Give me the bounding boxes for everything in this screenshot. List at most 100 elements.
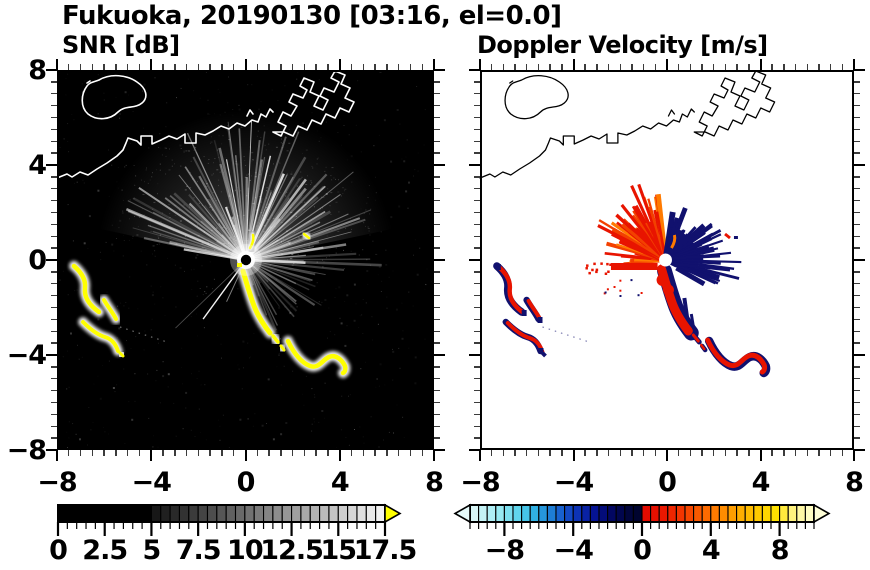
- speckle: [189, 172, 191, 174]
- speckle: [311, 112, 313, 114]
- speckle: [128, 401, 130, 403]
- speckle: [300, 202, 303, 204]
- speckle: [361, 314, 363, 316]
- speckle: [175, 306, 177, 308]
- speckle: [311, 430, 313, 432]
- speckle: [256, 225, 258, 227]
- speckle: [323, 417, 325, 419]
- doppler-velocity-plot: [479, 70, 854, 450]
- y-axis-tick: [854, 247, 860, 249]
- y-axis-tick: [51, 413, 57, 416]
- y-axis-tick: [51, 188, 57, 190]
- island: [504, 75, 569, 120]
- speckle: [220, 171, 222, 173]
- speckle: [153, 435, 154, 436]
- colorbar-tick-label: 7.5: [175, 535, 222, 566]
- y-axis-tick: [434, 366, 440, 368]
- speckle: [316, 163, 318, 165]
- colorbar-cell: [319, 504, 330, 523]
- x-tick-label: −4: [553, 467, 594, 498]
- y-axis-tick: [854, 188, 860, 190]
- west-red-bar: [610, 263, 658, 270]
- speckle: [220, 191, 222, 193]
- speckle: [200, 384, 202, 386]
- speckle: [280, 384, 282, 386]
- speckle: [398, 347, 400, 349]
- x-axis-tick: [631, 450, 633, 456]
- speckle: [66, 388, 68, 390]
- scatter-dot: [606, 288, 609, 291]
- ray: [198, 175, 245, 257]
- harbor-piers: [272, 70, 355, 137]
- y-axis-tick: [51, 294, 57, 297]
- band-red-blob: [656, 274, 669, 286]
- speckle: [254, 413, 256, 415]
- x-axis-tick: [666, 450, 668, 461]
- speckle: [378, 385, 380, 387]
- speckle: [190, 429, 192, 431]
- speckle: [355, 124, 357, 126]
- echo-core: [691, 333, 700, 343]
- speckle: [219, 425, 221, 427]
- ray: [125, 208, 242, 260]
- speckle: [228, 245, 230, 247]
- ray: [248, 195, 303, 257]
- y-axis-tick: [51, 366, 57, 368]
- speckle: [136, 234, 139, 236]
- speckle: [211, 230, 213, 231]
- speckle: [205, 183, 208, 185]
- speckle: [311, 388, 313, 390]
- colorbar-cell: [693, 504, 703, 523]
- speckle: [380, 231, 382, 233]
- y-axis-tick: [434, 378, 440, 380]
- speckle: [392, 348, 393, 350]
- colorbar-cell: [761, 504, 772, 523]
- speckle: [113, 250, 115, 252]
- ray: [132, 197, 243, 259]
- speckle: [199, 288, 201, 289]
- velocity-ray: [668, 239, 724, 260]
- speckle: [83, 182, 85, 184]
- velocity-ray: [668, 225, 713, 259]
- x-axis-tick: [689, 450, 692, 456]
- x-axis-tick: [759, 59, 762, 70]
- speckle: [313, 185, 316, 187]
- y-axis-tick: [854, 354, 865, 356]
- speckle: [154, 255, 156, 257]
- y-axis-tick: [474, 437, 480, 439]
- colorbar-cell: [684, 504, 695, 523]
- speckle: [327, 337, 328, 339]
- speckle: [122, 212, 124, 214]
- x-axis-tick: [537, 450, 540, 456]
- speckle: [373, 145, 375, 147]
- ray: [245, 121, 252, 256]
- speckle: [108, 195, 110, 197]
- speckle: [150, 218, 152, 220]
- radar-site-dot: [240, 254, 252, 266]
- scatter-dot: [619, 295, 622, 297]
- speckle: [158, 447, 159, 448]
- y-axis-tick: [474, 247, 480, 249]
- speckle: [116, 97, 117, 98]
- speckle: [294, 136, 295, 138]
- clutter-fan: [99, 110, 393, 260]
- speckle: [184, 189, 187, 191]
- speckle: [216, 149, 218, 151]
- speckle: [302, 394, 303, 395]
- speckle: [71, 114, 72, 115]
- speckle: [401, 337, 404, 340]
- y-axis-tick: [434, 93, 440, 95]
- speckle: [288, 129, 290, 131]
- speckle: [149, 225, 151, 227]
- speckle: [212, 288, 213, 290]
- speckle: [263, 231, 265, 233]
- speckle: [337, 132, 339, 133]
- speckle: [252, 159, 254, 161]
- x-axis-tick: [209, 450, 211, 456]
- x-axis-tick: [256, 64, 258, 70]
- speckle: [398, 205, 401, 208]
- x-axis-tick: [126, 64, 129, 70]
- speckle: [305, 184, 308, 185]
- speckle: [372, 339, 374, 341]
- speckle: [326, 235, 328, 237]
